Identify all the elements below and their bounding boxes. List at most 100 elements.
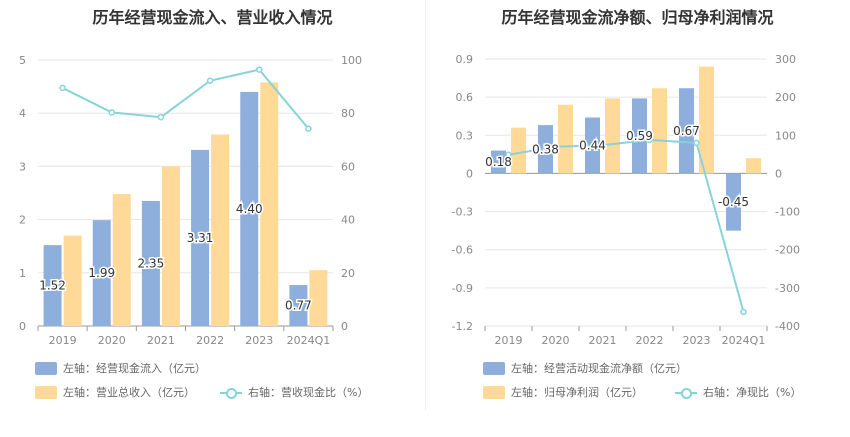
ratio-point: [108, 109, 115, 116]
bar-data-label: -0.45: [718, 195, 749, 209]
bar-secondary: [112, 194, 131, 326]
bar-data-label: 4.40: [236, 202, 263, 216]
legend-label: 右轴：营收现金比（%）: [248, 386, 369, 399]
bar-secondary: [161, 166, 180, 326]
y-left-tick-label: 1: [19, 267, 26, 280]
legend-swatch-blue: [35, 361, 57, 375]
chart-title: 历年经营现金流净额、归母净利润情况: [501, 8, 774, 27]
bar-primary: [43, 245, 62, 326]
chart-svg-cash-inflow: 0 1 2 3 4 5 0 20 40 60 80 100 2019 2020 2021 2022 2023 20…: [19, 54, 362, 347]
x-tick-label: 2019: [49, 334, 77, 347]
y-left-tick-label: 0: [19, 320, 26, 333]
ratio-point: [505, 151, 512, 158]
x-tick-label: 2024Q1: [722, 334, 766, 347]
legend-swatch-line: [675, 386, 697, 399]
bar-primary: [141, 200, 160, 326]
panel-divider: [425, 0, 426, 410]
bar-data-label: 0.18: [485, 155, 512, 169]
y-right-tick-label: -400: [775, 320, 800, 333]
bar-data-label: 0.77: [285, 299, 312, 313]
y-right-tick-label: 80: [341, 107, 355, 120]
bar-primary: [240, 91, 259, 326]
bar-secondary: [260, 82, 279, 327]
y-left-tick-label: 5: [19, 54, 26, 67]
y-right-tick-label: 100: [775, 129, 796, 142]
chart-title: 历年经营现金流入、营业收入情况: [92, 8, 333, 27]
bar-primary: [632, 98, 647, 174]
bar-primary: [679, 88, 694, 174]
legend-item-net-cash-ratio[interactable]: 右轴：净现比（%）: [675, 384, 801, 400]
bar-primary: [289, 285, 308, 326]
y-left-tick-label: 4: [19, 107, 26, 120]
y-right-tick-label: 20: [341, 267, 355, 280]
legend-swatch-orange: [35, 385, 57, 399]
legend-label: 左轴：归母净利润（亿元）: [511, 386, 643, 399]
y-left-tick-label: 3: [19, 160, 26, 173]
x-tick-label: 2020: [98, 334, 126, 347]
ratio-point: [157, 113, 165, 121]
bar-data-label: 0.67: [673, 124, 700, 138]
legend-swatch-line: [220, 386, 242, 399]
y-left-tick-label: 0: [466, 167, 473, 180]
bar-primary: [491, 150, 506, 174]
ratio-point: [646, 136, 653, 144]
legend-label: 左轴：经营活动现金流净额（亿元）: [511, 362, 687, 375]
bar-data-label: 0.59: [626, 129, 653, 143]
x-tick-label: 2020: [542, 334, 570, 347]
y-left-tick-label: 0.6: [456, 91, 474, 104]
y-left-tick-label: -0.9: [452, 282, 473, 295]
ratio-point: [599, 141, 606, 149]
legend-swatch-orange: [483, 385, 505, 399]
bar-data-label: 3.31: [187, 231, 214, 245]
y-left-tick-label: -1.2: [452, 320, 473, 333]
x-tick-label: 2021: [147, 334, 175, 347]
bar-data-label: 0.44: [579, 138, 606, 152]
ratio-point: [59, 84, 66, 92]
ratio-line: [62, 68, 310, 130]
chart-panel-cash-inflow: 历年经营现金流入、营业收入情况 0 1 2 3 4 5 0 20 40 60 80 100 2019 20…: [19, 8, 368, 400]
y-right-tick-label: 60: [341, 160, 355, 173]
bar-secondary: [211, 134, 230, 326]
bar-secondary: [605, 98, 620, 174]
y-left-tick-label: 0.3: [456, 129, 474, 142]
x-tick-label: 2021: [589, 334, 617, 347]
ratio-point: [693, 139, 700, 147]
legend-item-cash-inflow[interactable]: 左轴：经营现金流入（亿元）: [35, 360, 206, 376]
y-right-tick-label: 0: [341, 320, 348, 333]
y-left-tick-label: -0.6: [452, 244, 473, 257]
legend-swatch-blue: [483, 361, 505, 375]
y-right-tick-label: 100: [341, 54, 362, 67]
legend-label: 左轴：营业总收入（亿元）: [63, 386, 195, 399]
y-right-tick-label: -300: [775, 282, 800, 295]
x-tick-label: 2022: [196, 334, 224, 347]
x-tick-label: 2023: [245, 334, 273, 347]
ratio-point: [305, 125, 312, 132]
x-tick-label: 2023: [683, 334, 711, 347]
chart-svg-net-cash: -1.2 -0.9 -0.6 -0.3 0 0.3 0.6 0.9 -400 -300 -200 -1…: [452, 53, 800, 347]
legend-item-net-profit[interactable]: 左轴：归母净利润（亿元）: [483, 384, 643, 400]
x-tick-label: 2022: [636, 334, 664, 347]
ratio-point: [552, 143, 559, 150]
bar-secondary: [699, 66, 714, 174]
bar-secondary: [746, 158, 761, 174]
y-right-tick-label: 40: [341, 214, 355, 227]
ratio-point: [206, 77, 214, 84]
bar-secondary: [63, 235, 82, 326]
bar-data-label: 0.38: [532, 142, 559, 156]
legend-item-revenue[interactable]: 左轴：营业总收入（亿元）: [35, 384, 195, 400]
y-left-tick-label: 2: [19, 214, 26, 227]
bar-secondary: [511, 127, 526, 174]
y-right-tick-label: 200: [775, 91, 796, 104]
legend-item-net-cash-flow[interactable]: 左轴：经营活动现金流净额（亿元）: [483, 360, 687, 376]
x-tick-label: 2019: [495, 334, 523, 347]
bar-primary: [726, 173, 741, 231]
y-right-tick-label: 300: [775, 53, 796, 66]
y-left-tick-label: 0.9: [456, 53, 474, 66]
y-right-tick-label: 0: [775, 167, 782, 180]
bar-secondary: [652, 88, 667, 174]
chart-panel-net-cash: 历年经营现金流净额、归母净利润情况 -1.2 -0.9 -0.6 -0.3 0 0.3 0.…: [425, 0, 850, 437]
legend-label: 右轴：净现比（%）: [703, 386, 802, 399]
bar-primary: [191, 149, 210, 326]
bar-data-label: 2.35: [138, 256, 165, 270]
legend-item-cash-ratio[interactable]: 右轴：营收现金比（%）: [220, 384, 368, 400]
